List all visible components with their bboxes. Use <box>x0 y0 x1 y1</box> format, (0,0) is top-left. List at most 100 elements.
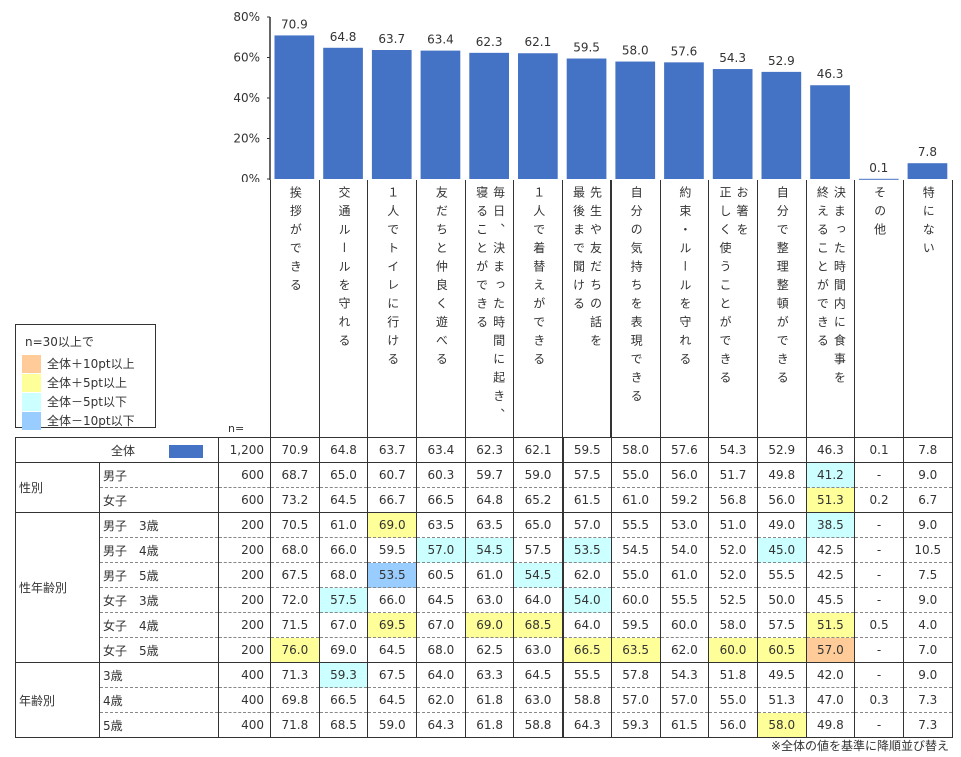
legend-label: 全体－5pt以下 <box>47 395 127 409</box>
data-label: 59.5 <box>573 41 600 55</box>
table-row-total: 全体 1,200 70.9 64.8 63.7 63.4 62.3 62.1 59.5 58.0 5… <box>15 437 953 463</box>
data-label: 46.3 <box>817 67 844 81</box>
data-label: 54.3 <box>719 51 746 65</box>
bar <box>420 50 461 179</box>
legend-title: n=30以上で <box>25 335 94 349</box>
category-label: 挨拶ができる <box>271 180 320 437</box>
value-cell: 64.5 <box>513 662 564 688</box>
category-label-text: 友だちと仲良く遊べる <box>434 186 449 371</box>
value-cell: 0.3 <box>854 687 904 713</box>
value-cell: 62.3 <box>464 437 515 463</box>
data-label: 62.3 <box>476 35 503 49</box>
value-cell: 9.0 <box>902 512 953 538</box>
value-cell: 58.0 <box>708 612 758 638</box>
category-label: 交通ルールを守れる <box>320 180 369 437</box>
value-cell: 59.7 <box>464 462 515 488</box>
table-row: 性別 男子 600 68.7 65.0 60.7 60.3 59.7 59.0 57.5 55.0 5… <box>15 462 953 513</box>
value-cell: 61.8 <box>464 687 515 713</box>
value-cell: 60.0 <box>708 637 758 663</box>
row-label: 4歳 <box>99 687 219 713</box>
value-cell: 0.1 <box>854 437 904 463</box>
value-cell: 49.0 <box>756 512 807 538</box>
value-cell: 7.3 <box>902 712 953 738</box>
value-cell: 69.5 <box>367 612 418 638</box>
value-cell: 57.8 <box>610 662 661 688</box>
value-cell: 59.5 <box>610 612 661 638</box>
n-cell: 600 <box>218 487 271 513</box>
value-cell: 63.7 <box>367 437 418 463</box>
bar <box>518 53 558 180</box>
value-cell: 57.0 <box>610 687 661 713</box>
value-cell: 55.0 <box>610 462 661 488</box>
value-cell: 60.5 <box>756 637 807 663</box>
category-label-text: １人でトイレに行ける <box>385 186 400 371</box>
legend-label: 全体－10pt以下 <box>47 414 135 428</box>
value-cell: 70.9 <box>270 437 320 463</box>
value-cell: 61.8 <box>464 712 515 738</box>
value-cell: 66.5 <box>416 487 466 513</box>
value-cell: 54.3 <box>708 437 758 463</box>
n-label: n= <box>228 422 245 435</box>
legend-item: 全体－10pt以下 <box>22 411 155 430</box>
category-label: お箸を 正しく使うことができる <box>709 180 758 437</box>
n-cell: 400 <box>218 687 271 713</box>
value-cell: 59.2 <box>659 487 710 513</box>
group-label: 性年齢別 <box>15 512 100 663</box>
value-cell: 59.3 <box>610 712 661 738</box>
value-cell: 58.0 <box>756 712 807 738</box>
value-cell: 68.0 <box>270 537 320 563</box>
value-cell: 47.0 <box>805 687 856 713</box>
value-cell: 60.7 <box>367 462 418 488</box>
category-label-text: お箸を 正しく使うことができる <box>718 186 750 390</box>
data-label: 64.8 <box>330 30 357 44</box>
value-cell: 9.0 <box>902 462 953 488</box>
bar <box>469 52 509 179</box>
value-cell: 7.0 <box>902 637 953 663</box>
value-cell: 64.5 <box>367 687 418 713</box>
value-cell: 62.0 <box>562 562 612 588</box>
value-cell: 55.5 <box>610 512 661 538</box>
row-label: 3歳 <box>99 662 219 688</box>
category-label: 決まった時間内に食事を 終えることができる <box>807 180 856 437</box>
row-label: 男子 5歳 <box>99 562 219 588</box>
value-cell: 66.5 <box>562 637 612 663</box>
value-cell: 56.8 <box>708 487 758 513</box>
value-cell: 54.3 <box>659 662 710 688</box>
bar-chart: 0% 20% 40% 60% 80% 70.9 64.8 63.7 63.4 62.3 62.1 59… <box>233 10 948 182</box>
value-cell: 62.5 <box>464 637 515 663</box>
total-label: 全体 <box>15 437 219 463</box>
category-label-text: その他 <box>872 186 887 242</box>
value-cell: 71.5 <box>270 612 320 638</box>
value-cell: 57.5 <box>756 612 807 638</box>
value-cell: 60.0 <box>610 587 661 613</box>
value-cell: 64.8 <box>318 437 369 463</box>
value-cell: 67.5 <box>367 662 418 688</box>
value-cell: 50.0 <box>756 587 807 613</box>
footnote: ※全体の値を基準に降順並び替え <box>770 739 949 753</box>
value-cell: 61.5 <box>659 712 710 738</box>
value-cell: 38.5 <box>805 512 856 538</box>
value-cell: 54.0 <box>659 537 710 563</box>
legend-swatch <box>22 392 41 411</box>
n-cell: 400 <box>218 662 271 688</box>
value-cell: 63.5 <box>464 512 515 538</box>
value-cell: 51.3 <box>805 487 856 513</box>
value-cell: 63.3 <box>464 662 515 688</box>
row-label: 5歳 <box>99 712 219 738</box>
table-row: 4歳 400 69.8 66.5 64.5 62.0 61.8 63.0 58.8 57.0 57.… <box>16 687 953 713</box>
value-cell: 46.3 <box>805 437 856 463</box>
value-cell: 61.0 <box>659 562 710 588</box>
value-cell: 70.5 <box>270 512 320 538</box>
table-row: 5歳 400 71.8 68.5 59.0 64.3 61.8 58.8 64.3 59.3 61.… <box>16 712 953 738</box>
legend-item: 全体＋5pt以上 <box>22 373 155 392</box>
value-cell: 56.0 <box>708 712 758 738</box>
value-cell: 58.0 <box>610 437 661 463</box>
value-cell: 58.8 <box>562 687 612 713</box>
value-cell: 64.0 <box>513 587 564 613</box>
value-cell: - <box>854 537 904 563</box>
table-row: 性年齢別 男子 3歳 200 70.5 61.0 69.0 63.5 63.5 65.0 57.0… <box>15 512 953 663</box>
value-cell: - <box>854 512 904 538</box>
value-cell: 60.5 <box>416 562 466 588</box>
data-label: 63.4 <box>427 33 454 47</box>
value-cell: 59.5 <box>367 537 418 563</box>
